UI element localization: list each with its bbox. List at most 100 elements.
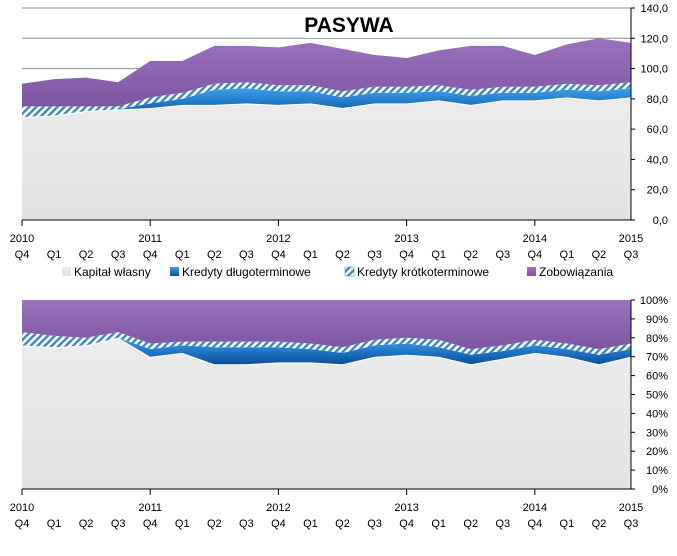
chart-title: PASYWA <box>304 14 393 37</box>
x-tick-label: Q1 <box>47 518 62 530</box>
x-year-label: 2013 <box>394 502 418 514</box>
x-tick-label: Q2 <box>79 518 94 530</box>
legend-label-kapital-wlasny: Kapitał własny <box>74 265 151 279</box>
y-tick-label: 60,0 <box>647 124 668 136</box>
legend-swatch-kapital-wlasny <box>62 267 71 276</box>
y-tick-label: 0% <box>652 484 668 496</box>
x-year-label: 2013 <box>394 233 418 245</box>
legend: Kapitał własny Kredyty długoterminowe Kred… <box>62 265 613 279</box>
x-tick-label: Q4 <box>143 518 158 530</box>
x-tick-label: Q4 <box>143 249 158 261</box>
x-tick-label: Q2 <box>207 518 222 530</box>
x-tick-label: Q3 <box>367 518 382 530</box>
x-tick-label: Q2 <box>79 249 94 261</box>
area-kredyty-dlugoterminowe <box>22 337 631 365</box>
y-tick-label: 30% <box>646 427 668 439</box>
x-year-label: 2010 <box>10 233 34 245</box>
x-tick-label: Q2 <box>592 518 607 530</box>
pasywa-chart: PASYWA 0,0 20,0 40,0 60,0 80,0 100,0 120,0 140,… <box>10 3 668 261</box>
percent-chart: 0% 10% 20% 30% 40% 50% 60% 70% 80% 90% 100% Q4 Q1 Q2… <box>10 295 668 530</box>
x-tick-label: Q3 <box>239 249 254 261</box>
area-kredyty-krotkoterminowe <box>22 332 631 355</box>
y-tick-label: 140,0 <box>640 3 668 15</box>
x-tick-label: Q2 <box>592 249 607 261</box>
y-tick-label: 0,0 <box>653 215 668 227</box>
legend-label-kredyty-krotkoterminowe: Kredyty krótkoterminowe <box>357 265 489 279</box>
x-year-label: 2012 <box>266 502 290 514</box>
x-tick-label: Q3 <box>624 249 639 261</box>
x-tick-label: Q1 <box>431 518 446 530</box>
x-tick-label: Q4 <box>271 249 286 261</box>
x-tick-label: Q2 <box>463 249 478 261</box>
y-tick-label: 20% <box>646 446 668 458</box>
x-tick-label: Q3 <box>624 518 639 530</box>
y-tick-labels: 0% 10% 20% 30% 40% 50% 60% 70% 80% 90% 100% <box>640 295 668 496</box>
y-tick-label: 50% <box>646 390 668 402</box>
y-tick-label: 70% <box>646 352 668 364</box>
legend-swatch-kredyty-krotkoterminowe <box>344 266 355 277</box>
x-tick-label: Q2 <box>335 518 350 530</box>
y-tick-label: 40% <box>646 408 668 420</box>
x-tick-label: Q4 <box>15 518 30 530</box>
x-year-label: 2010 <box>10 502 34 514</box>
title-background <box>306 12 392 38</box>
x-tick-label: Q2 <box>335 249 350 261</box>
x-tick-label: Q2 <box>463 518 478 530</box>
x-tick-label: Q1 <box>303 249 318 261</box>
axes <box>21 299 635 495</box>
x-tick-label: Q1 <box>560 249 575 261</box>
x-tick-label: Q1 <box>303 518 318 530</box>
x-tick-label: Q4 <box>15 249 30 261</box>
x-year-label: 2011 <box>138 502 162 514</box>
legend-label-zobowiazania: Zobowiązania <box>539 265 613 279</box>
x-tick-labels: Q4 Q1 Q2 Q3 Q4 Q1 Q2 Q3 Q4 Q1 Q2 Q3 Q4 Q1 Q2 Q3 Q4 Q1 Q2 Q3… <box>10 233 643 261</box>
area-zobowiazania <box>22 300 631 350</box>
y-tick-label: 100,0 <box>640 64 668 76</box>
x-tick-label: Q3 <box>111 518 126 530</box>
x-tick-label: Q3 <box>239 518 254 530</box>
y-tick-label: 40,0 <box>647 154 668 166</box>
x-tick-label: Q3 <box>495 249 510 261</box>
y-tick-label: 60% <box>646 371 668 383</box>
y-tick-label: 90% <box>646 314 668 326</box>
y-tick-label: 100% <box>640 295 668 307</box>
y-tick-label: 80,0 <box>647 94 668 106</box>
axes <box>21 7 635 226</box>
area-zobowiazania <box>22 38 631 107</box>
x-year-label: 2014 <box>523 233 547 245</box>
x-year-label: 2015 <box>619 233 643 245</box>
x-tick-label: Q1 <box>560 518 575 530</box>
x-tick-label: Q3 <box>367 249 382 261</box>
x-tick-label: Q1 <box>175 518 190 530</box>
area-kredyty-dlugoterminowe <box>22 88 631 118</box>
legend-label-kredyty-dlugoterminowe: Kredyty długoterminowe <box>182 265 311 279</box>
x-tick-label: Q3 <box>111 249 126 261</box>
x-tick-label: Q1 <box>431 249 446 261</box>
area-series <box>21 38 632 220</box>
x-tick-label: Q4 <box>271 518 286 530</box>
area-kapital-wlasny <box>22 337 631 489</box>
legend-swatch-kredyty-dlugoterminowe <box>170 267 179 276</box>
x-year-label: 2011 <box>138 233 162 245</box>
area-series <box>21 300 632 489</box>
x-year-label: 2015 <box>619 502 643 514</box>
y-tick-labels: 0,0 20,0 40,0 60,0 80,0 100,0 120,0 140,0 <box>640 3 668 227</box>
y-tick-label: 80% <box>646 333 668 345</box>
area-kredyty-krotkoterminowe <box>22 82 631 118</box>
x-tick-label: Q4 <box>527 249 542 261</box>
x-tick-label: Q4 <box>527 518 542 530</box>
y-tick-label: 120,0 <box>640 33 668 45</box>
x-year-label: 2014 <box>523 502 547 514</box>
y-tick-label: 10% <box>646 465 668 477</box>
x-year-label: 2012 <box>266 233 290 245</box>
y-tick-label: 20,0 <box>647 185 668 197</box>
x-tick-label: Q1 <box>175 249 190 261</box>
x-tick-label: Q4 <box>399 249 414 261</box>
legend-swatch-zobowiazania <box>527 267 536 276</box>
area-kapital-wlasny <box>22 97 631 220</box>
x-tick-label: Q1 <box>47 249 62 261</box>
x-tick-label: Q3 <box>495 518 510 530</box>
x-tick-label: Q2 <box>207 249 222 261</box>
